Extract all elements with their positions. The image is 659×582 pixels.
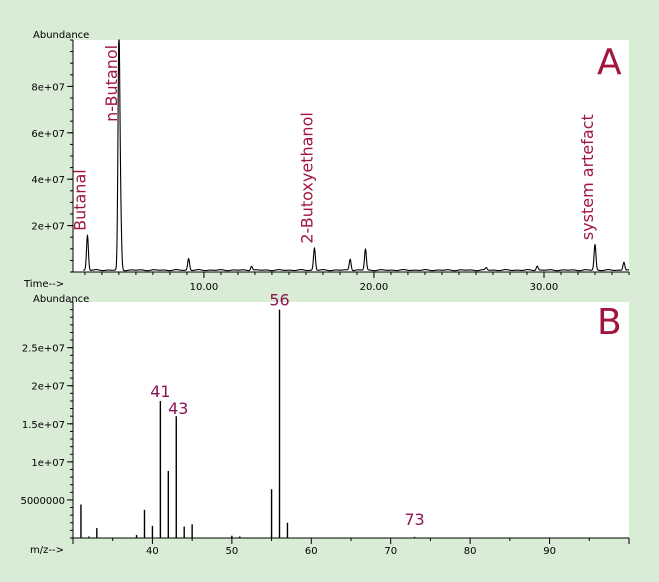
- mass-spectrum-y-axis-title: Abundance: [33, 294, 89, 305]
- chromatogram-ticks: 10.00 20.00 30.00 2e+07 4e+07 6e+07 8e+07: [31, 39, 630, 293]
- mass-spectrum-y-tick-label: 5000000: [20, 496, 65, 507]
- mass-spectrum-ticks: 40 50 60 70 80 90 5000000 1e+07 1.5e+07 2e+07 2.5e…: [20, 301, 630, 557]
- chromatogram-x-tick-label: 30.00: [530, 282, 559, 293]
- mass-spectrum-y-tick-label: 2.5e+07: [22, 344, 65, 355]
- mass-spectrum-x-tick-label: 90: [543, 546, 556, 557]
- chromatogram-trace: [83, 39, 630, 272]
- chromatogram-y-tick-label: 6e+07: [31, 129, 65, 140]
- chromatogram-plot-area: [73, 40, 629, 272]
- chromatogram-y-tick-label: 4e+07: [31, 175, 65, 186]
- chromatogram-panel: 10.00 20.00 30.00 2e+07 4e+07 6e+07 8e+07 Buta…: [23, 30, 630, 293]
- chromatogram-x-tick-label: 10.00: [190, 282, 219, 293]
- mass-spectrum-bars: [80, 309, 416, 538]
- mass-spectrum-plot-area: [73, 302, 629, 538]
- chromatogram-y-tick-label: 2e+07: [31, 222, 65, 233]
- chromatogram-annotations: Butanal n-Butanol 2-Butoxyethanol system ar…: [70, 45, 597, 244]
- mass-spectrum-y-tick-label: 1.5e+07: [22, 420, 65, 431]
- chromatogram-y-tick-label: 8e+07: [31, 82, 65, 93]
- chromatogram-trace-line: [83, 39, 630, 272]
- mass-spectrum-x-axis-title: m/z-->: [30, 545, 64, 556]
- mass-spectrum-y-tick-label: 2e+07: [31, 382, 65, 393]
- mass-spectrum-x-tick-label: 60: [305, 546, 318, 557]
- chromatogram-y-axis-title: Abundance: [33, 30, 89, 41]
- mass-spectrum-x-tick-label: 40: [146, 546, 159, 557]
- mass-spectrum-peak-label: 73: [404, 510, 424, 529]
- chromatogram-peak-label: system artefact: [578, 114, 597, 240]
- mass-spectrum-panel: 40 50 60 70 80 90 5000000 1e+07 1.5e+07 2e+07 2.5e…: [20, 291, 630, 557]
- mass-spectrum-peak-label: 56: [269, 291, 289, 310]
- mass-spectrum-y-tick-label: 1e+07: [31, 458, 65, 469]
- mass-spectrum-peak-label: 41: [150, 382, 170, 401]
- chromatogram-x-axis-title: Time-->: [23, 279, 64, 290]
- mass-spectrum-x-tick-label: 70: [384, 546, 397, 557]
- chromatogram-x-tick-label: 20.00: [360, 282, 389, 293]
- chromatogram-peak-label: n-Butanol: [102, 45, 121, 122]
- panel-a-letter: A: [597, 42, 622, 83]
- chromatogram-peak-label: Butanal: [70, 169, 89, 231]
- mass-spectrum-peak-label: 43: [168, 399, 188, 418]
- panel-b-letter: B: [597, 302, 622, 343]
- mass-spectrum-x-tick-label: 80: [464, 546, 477, 557]
- chromatogram-peak-label: 2-Butoxyethanol: [297, 112, 316, 243]
- mass-spectrum-x-tick-label: 50: [225, 546, 238, 557]
